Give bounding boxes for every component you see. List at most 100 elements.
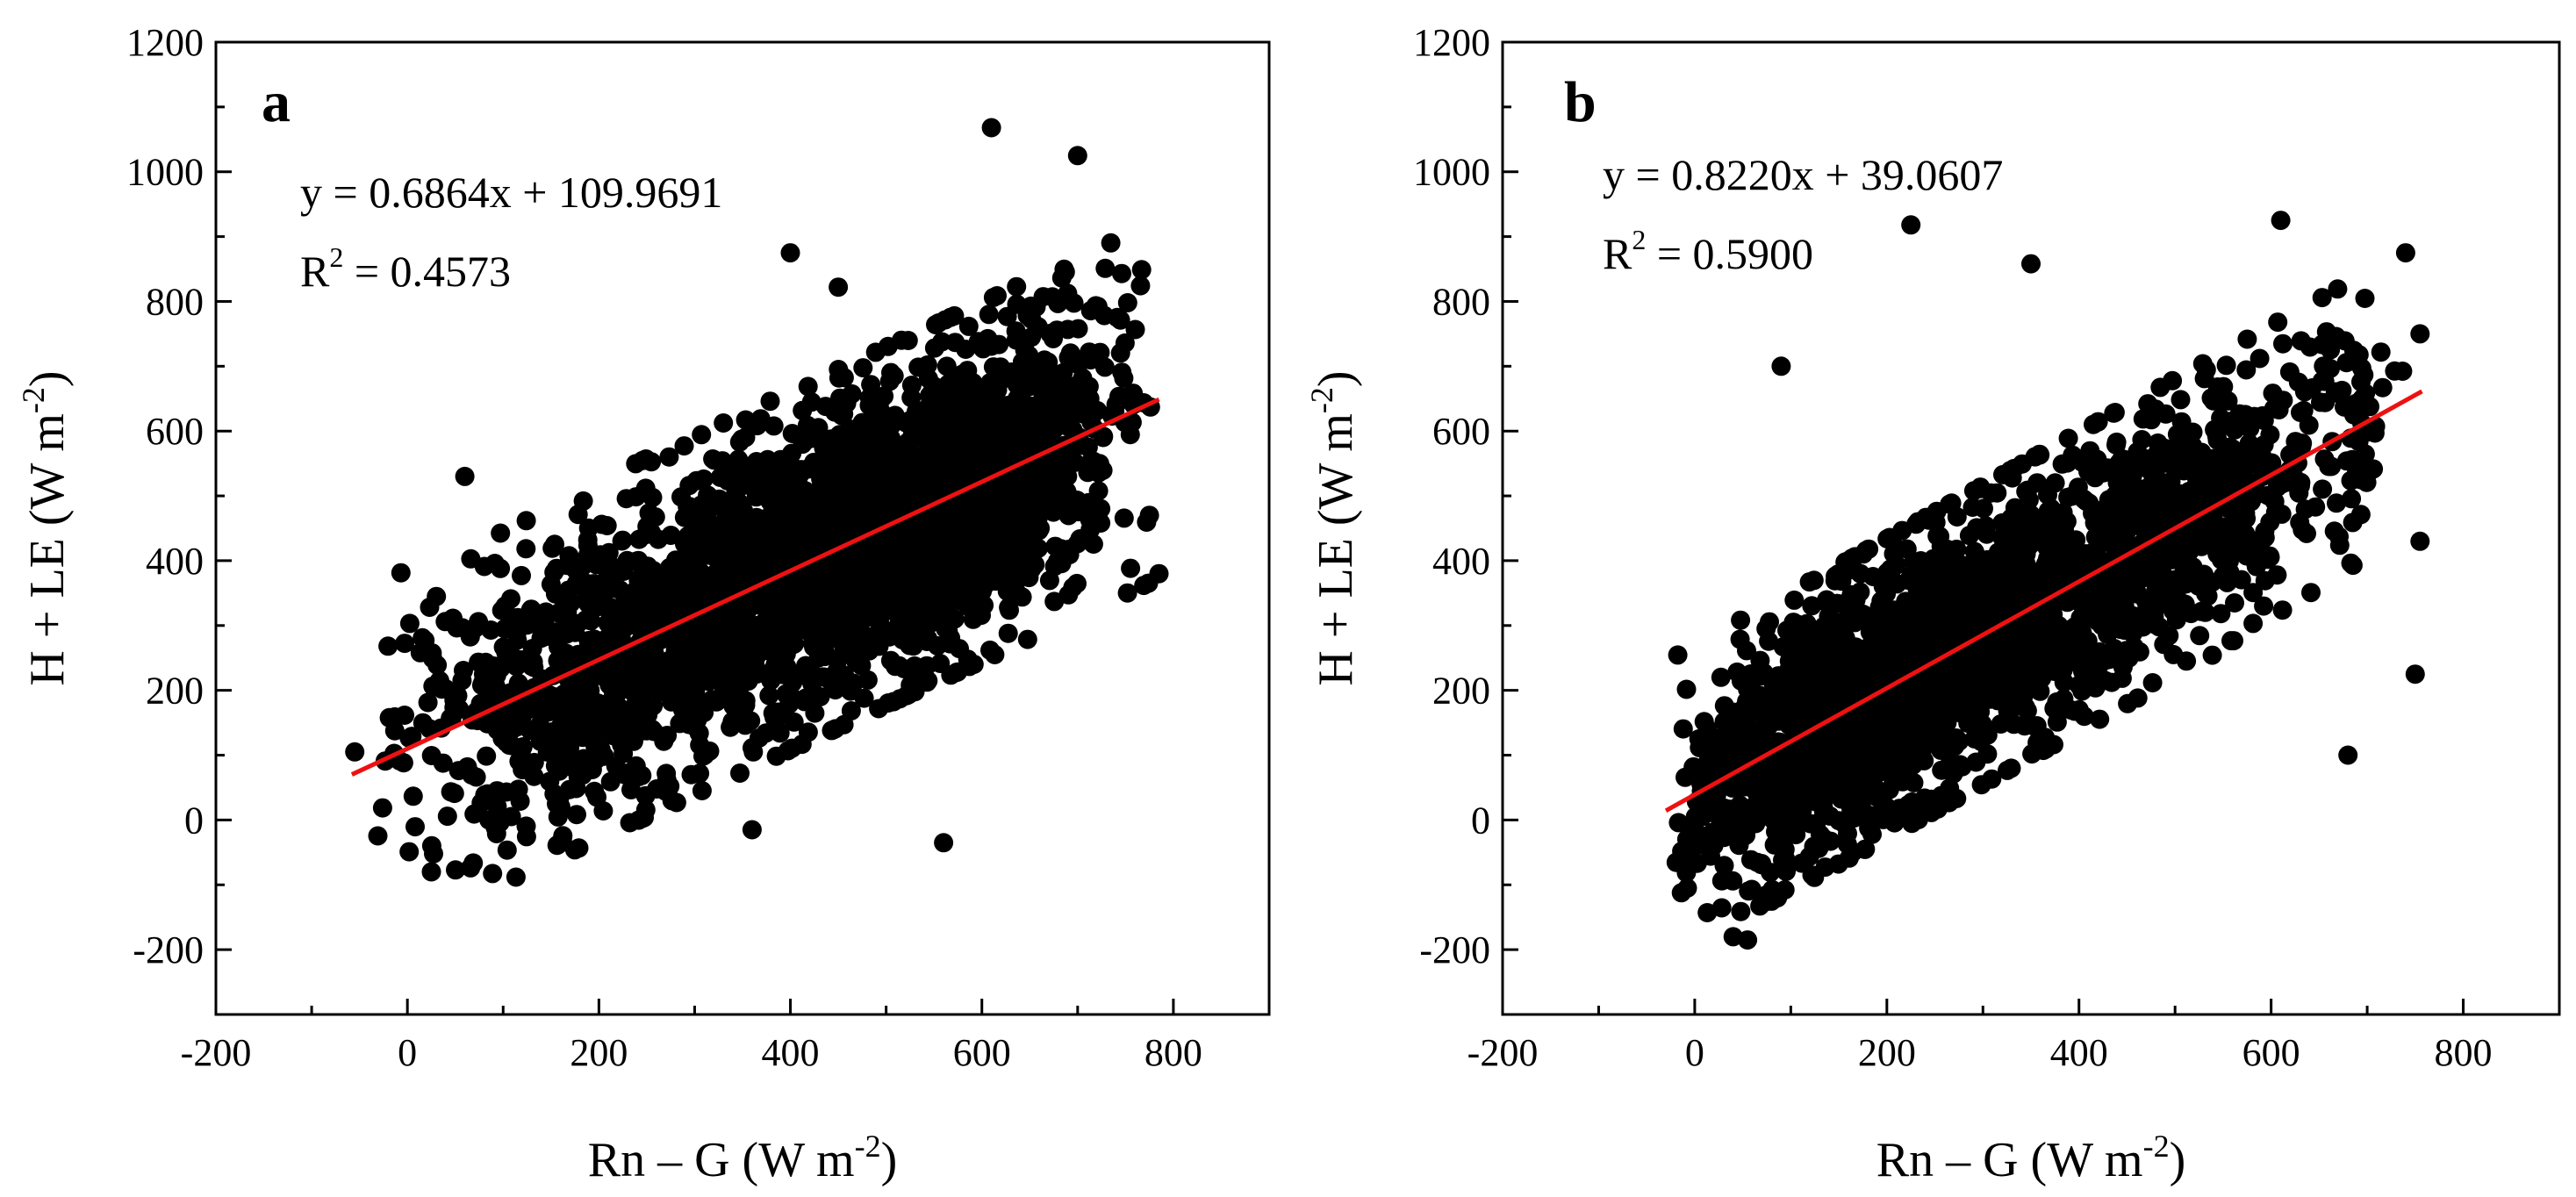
data-point: [636, 720, 657, 741]
data-point: [512, 565, 531, 585]
data-point: [767, 462, 787, 481]
data-point: [1974, 498, 1993, 519]
data-point: [723, 696, 743, 716]
y-tick-label: 600: [1432, 410, 1490, 453]
data-point: [446, 860, 465, 880]
data-point: [537, 687, 557, 707]
data-point: [463, 853, 484, 873]
data-point: [506, 867, 526, 887]
data-point: [1909, 641, 1928, 661]
data-point: [672, 582, 692, 602]
data-point: [569, 838, 589, 858]
data-point: [1701, 846, 1720, 866]
data-point: [1817, 592, 1837, 613]
data-point: [2017, 674, 2037, 694]
data-point: [782, 424, 802, 443]
data-point: [850, 415, 871, 435]
data-point: [2330, 384, 2350, 405]
data-point: [639, 503, 659, 523]
data-point: [2241, 491, 2261, 512]
data-point: [2293, 520, 2313, 540]
x-tick-label: 200: [1858, 1031, 1916, 1074]
data-point: [420, 598, 440, 617]
data-point: [796, 688, 816, 708]
data-point: [619, 702, 639, 722]
data-point: [1714, 696, 1734, 716]
data-point: [759, 685, 779, 706]
data-point: [2225, 593, 2244, 613]
data-point: [1930, 730, 1949, 750]
data-point: [773, 620, 793, 640]
data-point: [2231, 570, 2251, 590]
data-point: [1134, 576, 1154, 596]
data-point: [2343, 340, 2364, 361]
data-point: [556, 683, 576, 703]
data-point: [1051, 539, 1071, 559]
y-tick-label: 600: [146, 410, 204, 453]
data-point: [2364, 423, 2385, 443]
data-point: [568, 505, 588, 525]
data-point: [1723, 871, 1743, 891]
x-tick-label: 800: [2435, 1031, 2493, 1074]
data-point: [395, 634, 415, 654]
data-point: [649, 573, 669, 592]
data-point: [399, 613, 420, 634]
data-point: [2216, 355, 2236, 376]
x-tick-label: 600: [953, 1031, 1011, 1074]
data-point: [635, 807, 654, 828]
data-point: [970, 602, 990, 622]
data-point: [461, 548, 481, 569]
data-point: [1804, 570, 1824, 591]
data-point: [634, 563, 653, 584]
data-point: [544, 563, 564, 583]
data-point: [674, 507, 694, 527]
data-point: [2103, 518, 2123, 538]
data-point: [2267, 565, 2287, 585]
data-point: [1730, 795, 1750, 815]
data-point: [471, 675, 492, 695]
data-point: [475, 785, 495, 805]
data-point: [798, 722, 818, 742]
data-point: [2202, 645, 2222, 665]
data-point: [757, 627, 776, 648]
data-point: [2122, 488, 2142, 507]
data-point: [2312, 288, 2332, 308]
data-point: [1908, 512, 1928, 532]
r-squared: R2 = 0.4573: [300, 241, 511, 296]
data-point: [1789, 782, 1809, 802]
data-point: [2090, 709, 2110, 729]
data-point: [2201, 388, 2221, 408]
y-tick-label: 1000: [1413, 151, 1490, 194]
data-point: [2207, 430, 2228, 450]
data-point: [679, 663, 700, 683]
data-point: [2004, 598, 2024, 617]
data-point: [2328, 279, 2348, 299]
data-point: [1064, 293, 1084, 313]
data-point: [972, 453, 993, 473]
data-point: [2293, 434, 2313, 454]
y-tick-label: 400: [1432, 540, 1490, 583]
data-point: [2243, 583, 2264, 603]
data-point: [454, 661, 473, 680]
data-point: [1051, 497, 1072, 517]
data-point: [881, 362, 901, 383]
data-point: [1845, 721, 1865, 742]
x-axis-label-close: ): [881, 1133, 898, 1187]
data-point: [835, 667, 855, 687]
data-point: [2171, 390, 2191, 410]
data-point: [686, 470, 707, 491]
data-point: [1702, 799, 1722, 819]
data-point: [574, 749, 594, 769]
data-point: [421, 862, 441, 882]
data-point: [819, 606, 838, 626]
data-point: [850, 445, 871, 465]
data-point: [1060, 418, 1080, 438]
data-point: [1829, 811, 1849, 831]
data-point: [1073, 435, 1093, 455]
y-tick-label: -200: [133, 928, 204, 971]
y-tick-label: 800: [146, 280, 204, 323]
data-point: [976, 574, 996, 594]
data-point: [625, 615, 645, 635]
data-point: [2068, 477, 2088, 498]
